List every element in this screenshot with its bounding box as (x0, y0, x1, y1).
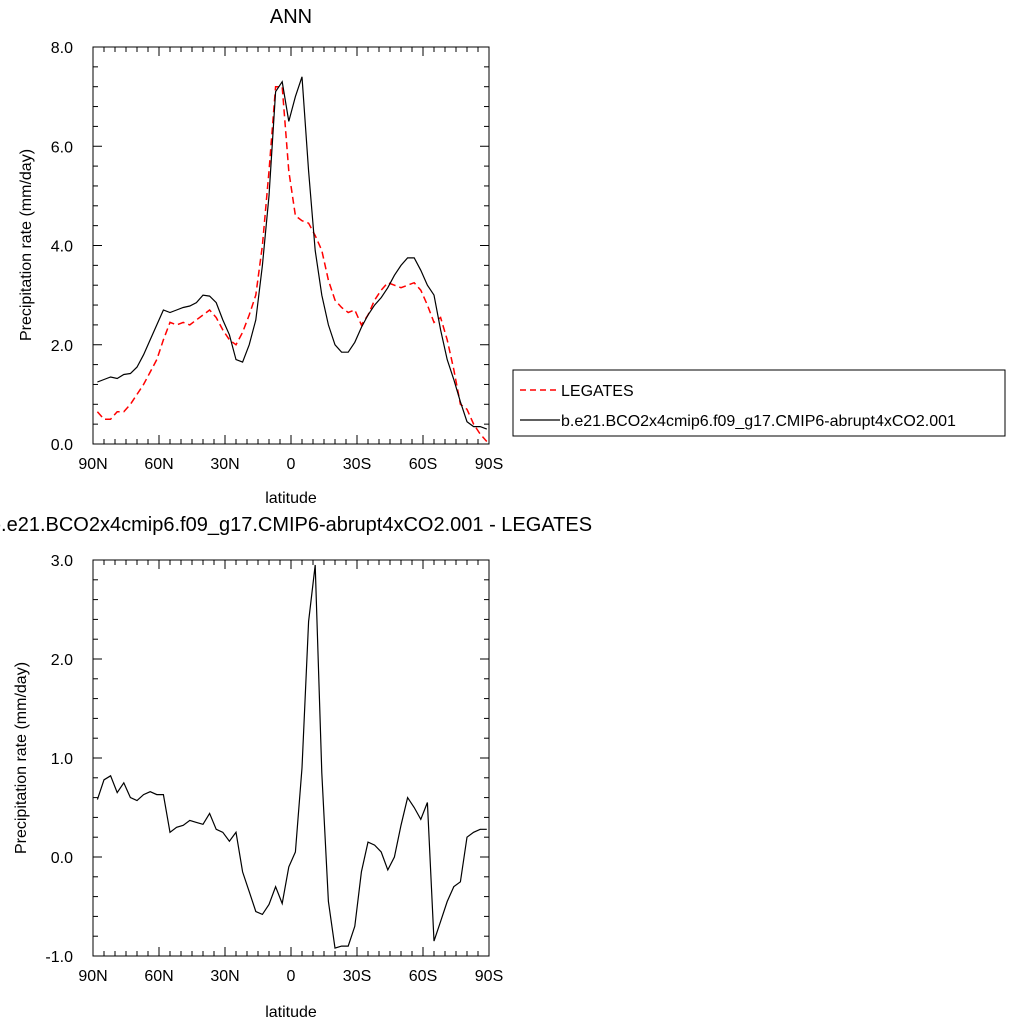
top-plot-frame (92, 46, 490, 445)
legend-box (512, 369, 1006, 437)
legend-item-model: b.e21.BCO2x4cmip6.f09_g17.CMIP6-abrupt4x… (520, 413, 956, 430)
top-x-tick-label: 90S (475, 456, 503, 473)
top-series-line-model (97, 76, 488, 430)
top-y-tick-label: 2.0 (51, 338, 73, 355)
top-x-tick-label: 60N (144, 456, 173, 473)
bottom-y-tick-label: 2.0 (51, 652, 73, 669)
bottom-plot-area: 90N 60N 30N 0 30S 60S 90S -1.0 0.0 1.0 2.0 3.0 (45, 553, 503, 985)
bottom-x-tick-label: 30S (343, 968, 371, 985)
top-y-tick-label: 8.0 (51, 40, 73, 57)
bottom-y-tick-label: 3.0 (51, 553, 73, 570)
bottom-x-tick-label: 60N (144, 968, 173, 985)
legend: LEGATES b.e21.BCO2x4cmip6.f09_g17.CMIP6-… (512, 369, 1006, 437)
legend-label-model: b.e21.BCO2x4cmip6.f09_g17.CMIP6-abrupt4x… (561, 413, 956, 430)
top-chart-title: ANN (270, 6, 312, 28)
top-y-tick-label: 6.0 (51, 139, 73, 156)
bottom-x-tick-label: 90S (475, 968, 503, 985)
top-x-tick-label: 30N (210, 456, 239, 473)
top-x-tick-label: 60S (409, 456, 437, 473)
bottom-chart-title: b.e21.BCO2x4cmip6.f09_g17.CMIP6-abrupt4x… (0, 514, 592, 536)
top-plot-area: 90N 60N 30N 0 30S 60S 90S 0.0 2.0 4.0 6.0 8.0 (51, 40, 503, 473)
bottom-y-axis-label: Precipitation rate (mm/day) (13, 662, 30, 854)
legend-label-legates: LEGATES (561, 383, 634, 400)
bottom-y-tick-label: 0.0 (51, 850, 73, 867)
legend-item-legates: LEGATES (520, 383, 634, 400)
bottom-series-line-difference (96, 564, 487, 949)
bottom-y-tick-label: -1.0 (45, 949, 73, 966)
bottom-y-tick-label: 1.0 (51, 751, 73, 768)
top-panel: ANN Precipitation rate (mm/day) latitude… (18, 6, 503, 507)
bottom-x-tick-label: 90N (78, 968, 107, 985)
bottom-x-tick-label: 30N (210, 968, 239, 985)
top-x-tick-label: 90N (78, 456, 107, 473)
top-x-tick-label: 0 (287, 456, 296, 473)
bottom-x-tick-label: 60S (409, 968, 437, 985)
top-x-axis-label: latitude (265, 490, 317, 507)
top-y-tick-label: 0.0 (51, 437, 73, 454)
top-series-line-legates (96, 85, 488, 442)
bottom-x-tick-label: 0 (287, 968, 296, 985)
top-y-axis-label: Precipitation rate (mm/day) (18, 149, 35, 341)
top-y-tick-label: 4.0 (51, 239, 73, 256)
top-x-tick-label: 30S (343, 456, 371, 473)
bottom-panel: b.e21.BCO2x4cmip6.f09_g17.CMIP6-abrupt4x… (0, 514, 592, 1021)
bottom-x-axis-label: latitude (265, 1004, 317, 1021)
bottom-plot-frame (92, 559, 490, 957)
